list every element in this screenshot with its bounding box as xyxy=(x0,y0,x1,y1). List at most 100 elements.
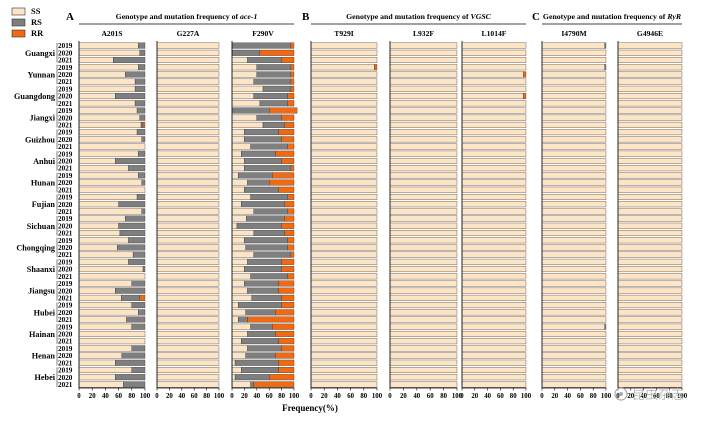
province-label: Guangdong xyxy=(14,92,56,101)
year-label: 2020 xyxy=(58,352,73,360)
bar-segment-ss xyxy=(156,179,220,186)
bar-segment-ss xyxy=(617,338,683,345)
bar-segment-rs xyxy=(138,309,146,316)
bar-segment-ss xyxy=(78,179,142,186)
bar-segment-rs xyxy=(245,244,288,251)
bar-segment-ss xyxy=(541,273,607,280)
year-label: 2019 xyxy=(58,215,73,223)
bar-segment-rs xyxy=(250,143,288,150)
bar-segment-ss xyxy=(541,316,607,323)
bar-segment-ss xyxy=(78,280,132,287)
bar-segment-rs xyxy=(253,251,292,258)
bar-segment-ss xyxy=(617,345,683,352)
panel-title-prefix: Genotype and mutation frequency of xyxy=(346,12,470,21)
bar-segment-rs xyxy=(231,42,292,49)
bar-segment-rs xyxy=(134,100,146,107)
bar-segment-ss xyxy=(231,215,247,222)
bar-segment-ss xyxy=(78,57,114,64)
legend-swatch-rr xyxy=(11,29,26,38)
bar-segment-ss xyxy=(310,186,378,193)
bar-segment-rr xyxy=(281,258,295,265)
bar-segment-ss xyxy=(231,258,248,265)
bar-segment-ss xyxy=(541,309,607,316)
bar-segment-ss xyxy=(310,258,378,265)
x-tick-label: 60 xyxy=(115,393,122,400)
bar-segment-ss xyxy=(389,114,458,121)
bar-segment-rs xyxy=(136,129,146,136)
bar-segment-rs xyxy=(236,222,282,229)
bar-segment-rr xyxy=(259,49,295,56)
year-label: 2019 xyxy=(58,85,73,93)
bar-segment-ss xyxy=(78,172,139,179)
bar-segment-rs xyxy=(115,359,146,366)
subplot-g4946e: G4946E 0 20 40 60 80 100 xyxy=(616,29,687,400)
bar-segment-ss xyxy=(78,244,118,251)
year-label: 2020 xyxy=(58,201,73,209)
bar-segment-rr xyxy=(281,266,295,273)
bar-segment-ss xyxy=(389,266,458,273)
bar-segment-ss xyxy=(78,165,129,172)
bar-segment-rs xyxy=(253,78,292,85)
bar-segment-ss xyxy=(231,201,242,208)
bar-segment-ss xyxy=(617,100,683,107)
bar-segment-ss xyxy=(541,165,607,172)
bar-segment-rs xyxy=(247,258,282,265)
x-tick-label: 60 xyxy=(427,393,434,400)
bar-segment-ss xyxy=(310,129,378,136)
bar-segment-ss xyxy=(617,193,683,200)
year-label: 2021 xyxy=(58,359,73,367)
bar-segment-rr xyxy=(269,374,295,381)
x-tick-label: 0 xyxy=(616,393,620,400)
bar-segment-ss xyxy=(541,230,607,237)
year-label: 2021 xyxy=(58,338,73,346)
x-tick-label: 0 xyxy=(460,393,464,400)
bar-segment-ss xyxy=(78,136,142,143)
year-label: 2020 xyxy=(58,114,73,122)
bar-segment-ss xyxy=(461,136,527,143)
x-tick-label: 40 xyxy=(640,393,647,400)
bar-segment-ss xyxy=(156,172,220,179)
bar-segment-ss xyxy=(310,374,378,381)
panel-title: Genotype and mutation frequency of ace-1 xyxy=(116,12,258,21)
bar-segment-rr xyxy=(287,193,295,200)
bar-segment-ss xyxy=(461,273,527,280)
bar-segment-rs xyxy=(128,237,146,244)
bar-segment-rr xyxy=(275,352,295,359)
bar-segment-ss xyxy=(156,345,220,352)
bar-segment-ss xyxy=(389,251,458,258)
bar-segment-ss xyxy=(389,121,458,128)
bar-segment-ss xyxy=(389,157,458,164)
bar-segment-ss xyxy=(389,330,458,337)
bar-segment-rs xyxy=(247,179,270,186)
subplot-title: L1014F xyxy=(482,29,507,38)
x-tick-label: 20 xyxy=(166,393,173,400)
bar-segment-ss xyxy=(541,93,607,100)
bar-segment-rs xyxy=(115,287,146,294)
bar-segment-ss xyxy=(617,215,683,222)
bar-segment-ss xyxy=(541,352,607,359)
bar-segment-rs xyxy=(123,381,146,388)
x-tick-label: 40 xyxy=(253,393,260,400)
year-label: 2019 xyxy=(58,345,73,353)
watermark-text: 昆虫杂志 xyxy=(632,388,684,403)
bar-segment-ss xyxy=(156,129,220,136)
bar-segment-ss xyxy=(78,287,116,294)
bar-segment-ss xyxy=(310,201,378,208)
x-tick-label: 100 xyxy=(214,393,225,400)
bar-segment-ss xyxy=(231,186,245,193)
bar-segment-ss xyxy=(156,237,220,244)
x-tick-label: 100 xyxy=(140,393,151,400)
bar-segment-ss xyxy=(156,42,220,49)
x-tick-label: 80 xyxy=(440,393,447,400)
bar-segment-ss xyxy=(389,273,458,280)
bar-segment-rr xyxy=(287,143,295,150)
bar-segment-ss xyxy=(231,244,246,251)
bar-segment-rs xyxy=(247,57,282,64)
bar-segment-ss xyxy=(617,107,683,114)
bar-segment-ss xyxy=(231,136,245,143)
x-tick-label: 80 xyxy=(510,393,517,400)
bar-segment-ss xyxy=(78,64,139,71)
bar-segment-rs xyxy=(250,273,288,280)
year-label: 2019 xyxy=(58,280,73,288)
